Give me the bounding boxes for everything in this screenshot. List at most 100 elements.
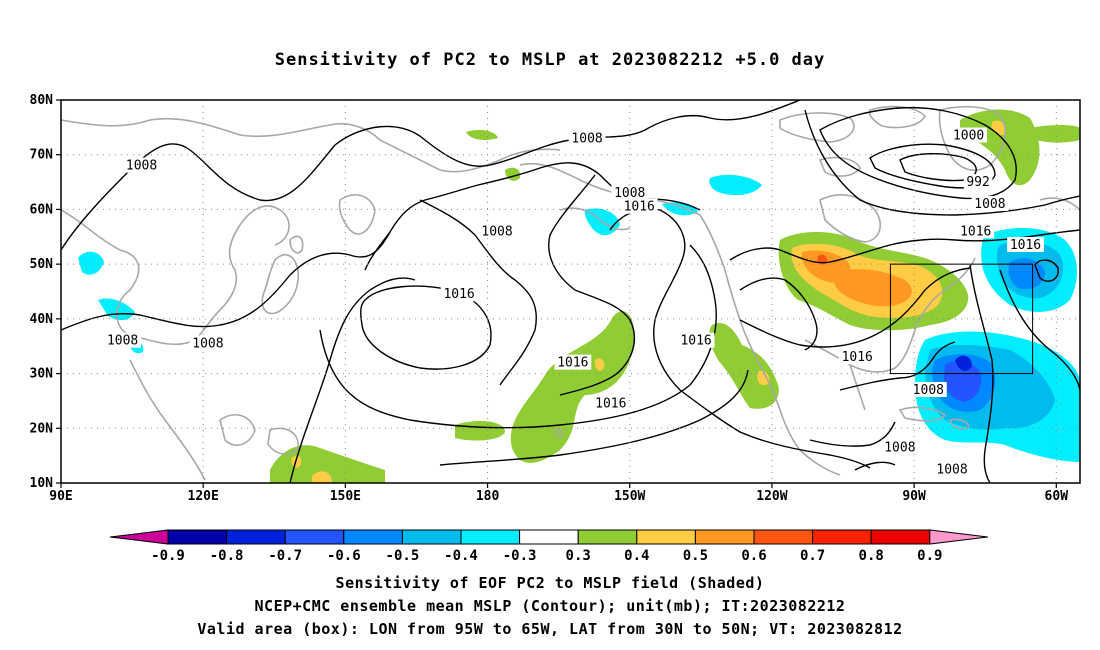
negative-sensitivity-region: [955, 355, 972, 371]
isobar-label: 1008: [913, 383, 944, 398]
isobar-line: [360, 285, 492, 370]
isobar-line: [364, 231, 391, 271]
lat-tick-label: 60N: [30, 202, 54, 217]
isobar-line: [439, 369, 749, 466]
colorbar-swatch: [519, 529, 579, 545]
colorbar-low-arrow: [109, 529, 169, 545]
positive-sensitivity-region: [594, 358, 605, 371]
isobar-label-bg: [478, 223, 516, 239]
isobar-line: [61, 162, 701, 331]
isobar-line: [609, 208, 871, 469]
isobar-label-bg: [592, 395, 630, 411]
isobar-label: 1008: [192, 336, 223, 351]
lat-tick-label: 70N: [30, 148, 54, 163]
isobar-label: 1008: [614, 186, 645, 201]
positive-sensitivity-region: [833, 269, 912, 307]
lat-tick-label: 10N: [30, 476, 54, 491]
isobar-label: 1016: [1010, 238, 1041, 253]
isobar-line: [419, 199, 537, 386]
isobar-label: 992: [966, 175, 989, 190]
colorbar-high-arrow: [929, 529, 988, 545]
map-title: Sensitivity of PC2 to MSLP at 2023082212…: [274, 50, 826, 70]
colorbar-swatch: [460, 529, 521, 545]
colorbar-swatch: [284, 529, 345, 545]
isobar-line: [548, 174, 636, 396]
isobar-label: 1016: [443, 287, 474, 302]
colorbar-label: 0.7: [800, 548, 825, 564]
colorbar-label: -0.4: [444, 548, 478, 564]
colorbar-label: 0.4: [624, 548, 649, 564]
positive-sensitivity-region: [510, 311, 635, 463]
colorbar-label: 0.5: [683, 548, 708, 564]
positive-sensitivity-region: [1030, 125, 1080, 143]
sensitivity-shading: [78, 109, 1080, 483]
positive-sensitivity-region: [455, 420, 505, 441]
isobar-label-bg: [838, 349, 876, 365]
plot-frame: [60, 99, 1081, 484]
isobar-label: 1008: [936, 462, 967, 477]
isobar-label-bg: [189, 335, 227, 351]
isobar-line: [899, 153, 977, 182]
isobar-label-bg: [677, 332, 715, 348]
negative-sensitivity-region: [709, 174, 762, 196]
lon-tick-label: 120E: [188, 489, 219, 504]
isobar-label-bg: [909, 381, 947, 397]
isobar-label: 1016: [680, 334, 711, 349]
lon-tick-label: 150W: [614, 489, 645, 504]
colorbar-label: 0.6: [741, 548, 766, 564]
isobar-line: [839, 341, 956, 391]
lat-tick-label: 20N: [30, 421, 54, 436]
colorbar-swatch: [870, 529, 931, 545]
caption-contour: NCEP+CMC ensemble mean MSLP (Contour); u…: [254, 597, 846, 615]
positive-sensitivity-region: [270, 445, 385, 483]
isobar-line: [1034, 259, 1059, 282]
lon-tick-label: 150E: [330, 489, 361, 504]
colorbar-swatch: [636, 529, 696, 545]
isobar-line: [739, 267, 971, 348]
isobar-label-bg: [568, 130, 606, 146]
lon-tick-label: 180: [476, 489, 500, 504]
isobar-label: 1016: [557, 356, 588, 371]
lon-tick-label: 90E: [49, 489, 72, 504]
colorbar: -0.9 -0.8 -0.7 -0.6 -0.5 -0.4 -0.3 0.3 0.4 0.5 0.6…: [109, 529, 988, 564]
isobar-label-bg: [881, 439, 919, 455]
isobar-label: 1000: [953, 129, 984, 144]
colorbar-label: 0.8: [859, 548, 884, 564]
isobar-label-bg: [104, 332, 142, 348]
isobar-label: 1016: [960, 224, 991, 239]
isobar-label-bg: [933, 461, 971, 477]
isobar-label-bg: [971, 195, 1009, 211]
colorbar-swatch: [343, 529, 403, 545]
isobar-label: 1008: [126, 159, 157, 174]
isobar-label: 1008: [974, 197, 1005, 212]
isobar-line: [319, 244, 717, 429]
isobar-label: 1008: [481, 224, 512, 239]
colorbar-swatch: [226, 529, 286, 545]
lat-tick-label: 40N: [30, 312, 54, 327]
caption-shaded: Sensitivity of EOF PC2 to MSLP field (Sh…: [335, 574, 765, 592]
coastlines: [61, 105, 1080, 481]
negative-sensitivity-region: [944, 360, 982, 402]
lat-tick-label: 50N: [30, 257, 54, 272]
isobar-line: [61, 100, 801, 251]
isobar-label: 1008: [571, 131, 602, 146]
colorbar-label: -0.6: [327, 548, 361, 564]
colorbar-swatch: [753, 529, 814, 545]
valid-area-box: [889, 263, 1034, 375]
colorbar-label: -0.5: [386, 548, 420, 564]
isobar-line: [819, 106, 1017, 200]
isobar-label: 1008: [884, 440, 915, 455]
colorbar-label: -0.8: [210, 548, 244, 564]
isobar-label-bg: [611, 185, 649, 201]
lat-tick-label: 80N: [30, 93, 54, 108]
lon-tick-label: 60W: [1045, 489, 1069, 504]
isobar-line: [854, 461, 896, 471]
isobar-label: 1016: [595, 397, 626, 412]
isobar-label: 1008: [107, 334, 138, 349]
colorbar-swatch: [694, 529, 755, 545]
positive-sensitivity-region: [466, 130, 498, 140]
isobar-label-bg: [950, 127, 988, 143]
isobar-line: [999, 269, 1080, 391]
colorbar-label: -0.3: [503, 548, 537, 564]
